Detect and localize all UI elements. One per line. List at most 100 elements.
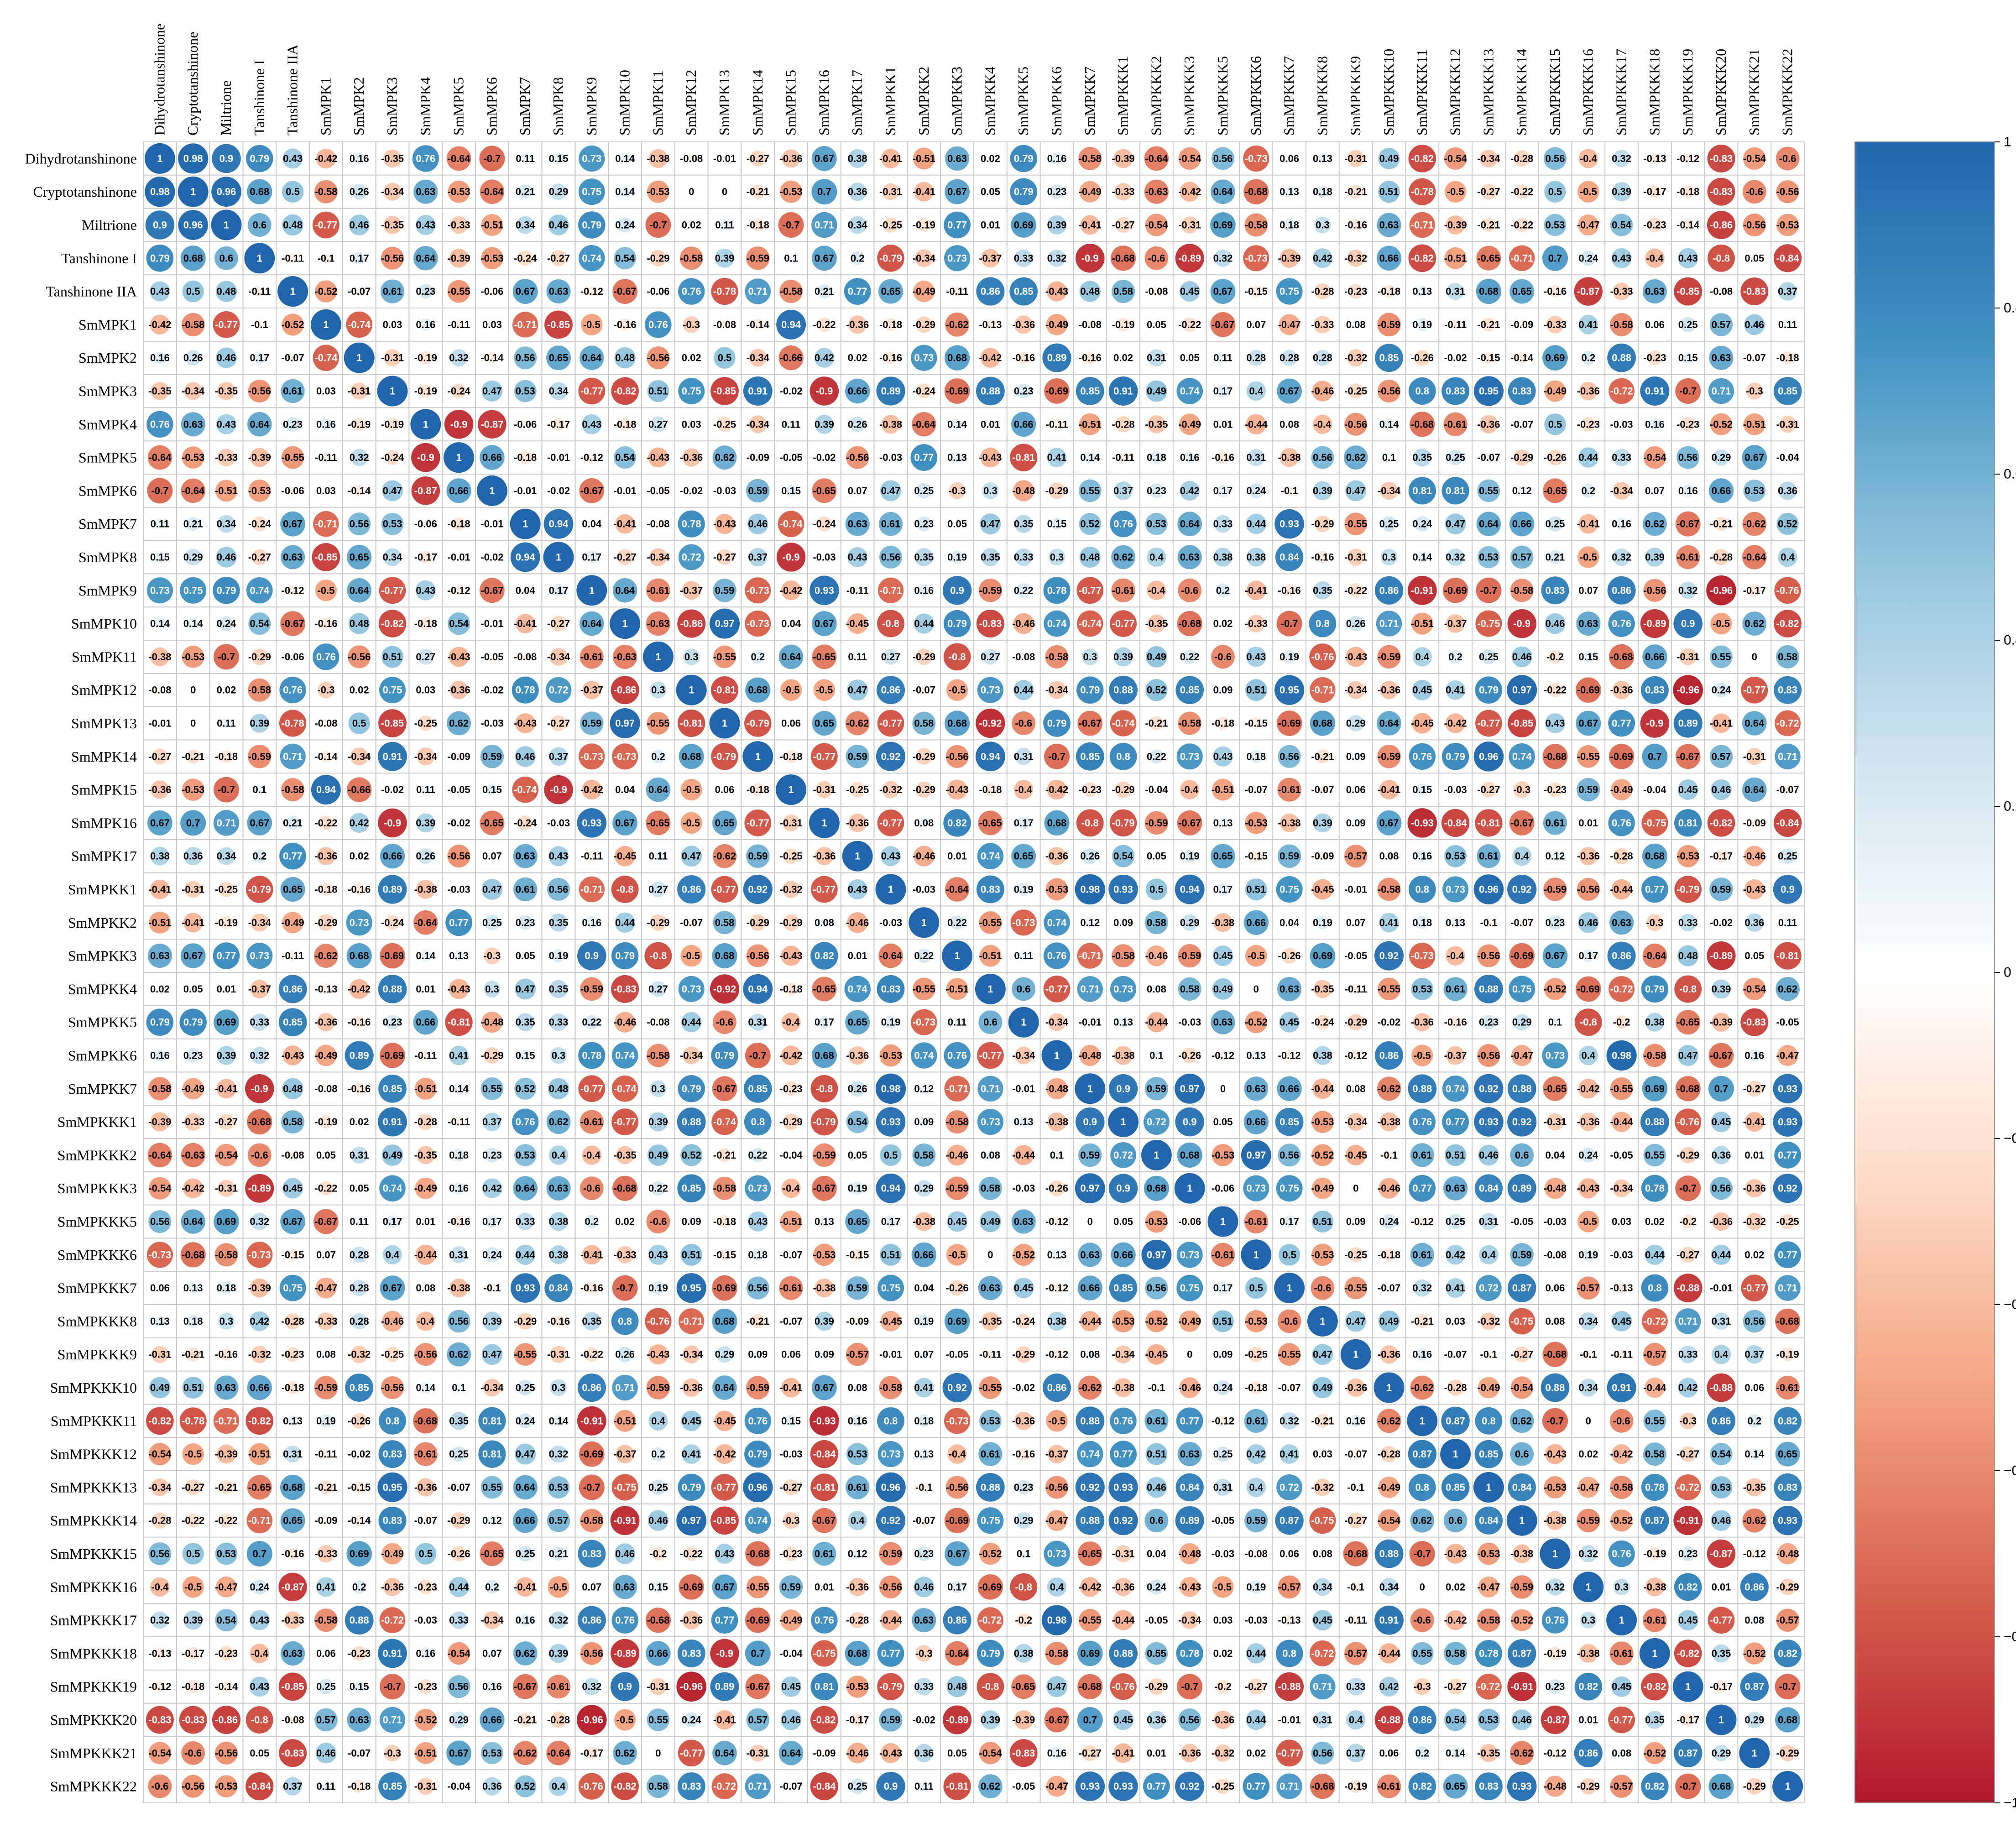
- cell-value: -0.07: [680, 917, 703, 928]
- cell-value: -0.88: [1278, 1681, 1301, 1692]
- cell-value: -0.36: [1178, 1747, 1201, 1759]
- cell-circle: [285, 417, 300, 432]
- cell-value: -0.93: [1411, 817, 1434, 829]
- cell-value: -0.69: [1444, 585, 1467, 596]
- cell-value: -0.42: [1045, 784, 1068, 795]
- cell-circle: [817, 284, 831, 298]
- cell-value: 0.12: [1512, 485, 1532, 496]
- cell-value: 0.91: [748, 386, 768, 397]
- cell-circle: [710, 377, 739, 405]
- cell-value: -0.34: [148, 1482, 172, 1493]
- cell-value: 0.16: [1346, 1415, 1366, 1426]
- cell-value: -0.06: [1178, 1216, 1201, 1227]
- cell-value: 0.71: [383, 1714, 402, 1726]
- cell-circle: [1314, 350, 1331, 366]
- cell-value: -0.63: [614, 651, 637, 663]
- cell-value: 0.46: [1546, 618, 1565, 629]
- cell-value: 0.34: [549, 386, 569, 397]
- cell-value: 0.43: [217, 418, 236, 430]
- cell-value: -0.37: [1444, 1050, 1467, 1061]
- cell-value: 0.43: [283, 153, 303, 164]
- cell-value: -0.08: [647, 518, 669, 530]
- cell-value: 0.39: [217, 1050, 236, 1061]
- cell-circle: [481, 381, 503, 402]
- cell-value: 0.55: [1712, 651, 1731, 663]
- cell-value: 0.45: [1014, 1282, 1034, 1294]
- cell-value: 0.53: [217, 1548, 236, 1560]
- cell-value: -0.07: [414, 1515, 437, 1526]
- cell-value: -0.89: [1178, 252, 1201, 264]
- cell-circle: [154, 351, 166, 364]
- cell-value: 0.83: [1546, 585, 1565, 596]
- cell-circle: [1778, 282, 1797, 301]
- cell-value: 1: [290, 286, 295, 297]
- cell-value: 0.18: [183, 1316, 203, 1327]
- cell-value: 0.47: [1678, 1050, 1698, 1061]
- cell-value: 0.59: [1280, 851, 1299, 862]
- cell-value: 0.73: [350, 917, 369, 928]
- cell-value: 0.66: [383, 851, 402, 862]
- cell-circle: [1314, 316, 1332, 334]
- cell-value: 0.76: [815, 1614, 834, 1626]
- cell-value: 0.84: [1280, 552, 1300, 563]
- cell-value: 0.06: [781, 718, 801, 729]
- cell-value: 0.31: [1147, 352, 1166, 364]
- cell-value: -0.64: [148, 1149, 172, 1161]
- cell-value: 0.15: [1412, 784, 1432, 795]
- cell-value: -0.53: [1677, 851, 1699, 862]
- cell-value: 0.46: [615, 1548, 635, 1560]
- cell-value: 0.03: [316, 485, 336, 496]
- cell-value: 0.35: [549, 983, 569, 995]
- cell-value: 0.76: [150, 418, 170, 430]
- cell-value: -0.45: [846, 618, 869, 629]
- cell-value: 0.77: [1180, 1415, 1200, 1426]
- cell-value: -0.79: [813, 1116, 836, 1128]
- cell-value: -0.39: [248, 1282, 271, 1294]
- cell-value: 0.34: [516, 219, 536, 231]
- cell-value: 0.45: [682, 1415, 701, 1426]
- cell-value: 0.81: [1446, 485, 1465, 496]
- cell-circle: [247, 213, 272, 237]
- cell-value: 0.06: [1346, 784, 1366, 795]
- cell-value: 0.67: [383, 1282, 402, 1294]
- cell-value: 0.46: [1712, 784, 1731, 795]
- cell-value: -0.34: [348, 751, 371, 762]
- cell-value: -0.62: [1079, 1382, 1102, 1394]
- cell-value: -0.6: [1613, 1415, 1630, 1426]
- cell-value: 0.61: [1412, 1249, 1432, 1260]
- cell-value: 0.08: [1346, 319, 1366, 330]
- cell-value: -0.09: [1743, 817, 1766, 829]
- cell-value: -0.43: [979, 452, 1002, 463]
- cell-value: 0.38: [1313, 1050, 1332, 1061]
- cell-circle: [913, 147, 935, 170]
- cell-value: -0.64: [1743, 552, 1766, 563]
- cell-value: 0.68: [1047, 817, 1067, 829]
- cell-value: -0.41: [1710, 718, 1733, 729]
- cell-value: 0.64: [715, 1382, 735, 1394]
- cell-value: -0.34: [747, 418, 770, 430]
- cell-value: -0.47: [1577, 1482, 1600, 1493]
- cell-value: 0.82: [1678, 1581, 1698, 1593]
- cell-value: -0.68: [414, 1415, 437, 1426]
- cell-value: 0.25: [316, 1681, 336, 1692]
- cell-value: -0.62: [946, 319, 969, 330]
- cell-value: -0.67: [747, 1681, 769, 1692]
- cell-value: -0.11: [1112, 452, 1134, 463]
- cell-value: 0.13: [1113, 1017, 1133, 1028]
- cell-value: -0.38: [1544, 1515, 1567, 1526]
- cell-value: 0.41: [1578, 319, 1598, 330]
- cell-value: -0.8: [1713, 252, 1730, 264]
- cell-value: 0.86: [881, 684, 901, 696]
- cell-value: 0.22: [1180, 651, 1200, 663]
- cell-circle: [945, 313, 969, 337]
- cell-value: 0.1: [253, 784, 267, 795]
- cell-value: -0.31: [148, 1349, 171, 1360]
- cell-circle: [586, 286, 597, 297]
- cell-value: -0.47: [1577, 219, 1600, 231]
- cell-circle: [1211, 179, 1235, 204]
- cell-value: 0.4: [851, 1515, 865, 1526]
- cell-value: -0.15: [1245, 286, 1268, 297]
- cell-value: 0.59: [1246, 1515, 1266, 1526]
- cell-value: 0.02: [1446, 1581, 1465, 1593]
- cell-value: -0.32: [1344, 352, 1367, 364]
